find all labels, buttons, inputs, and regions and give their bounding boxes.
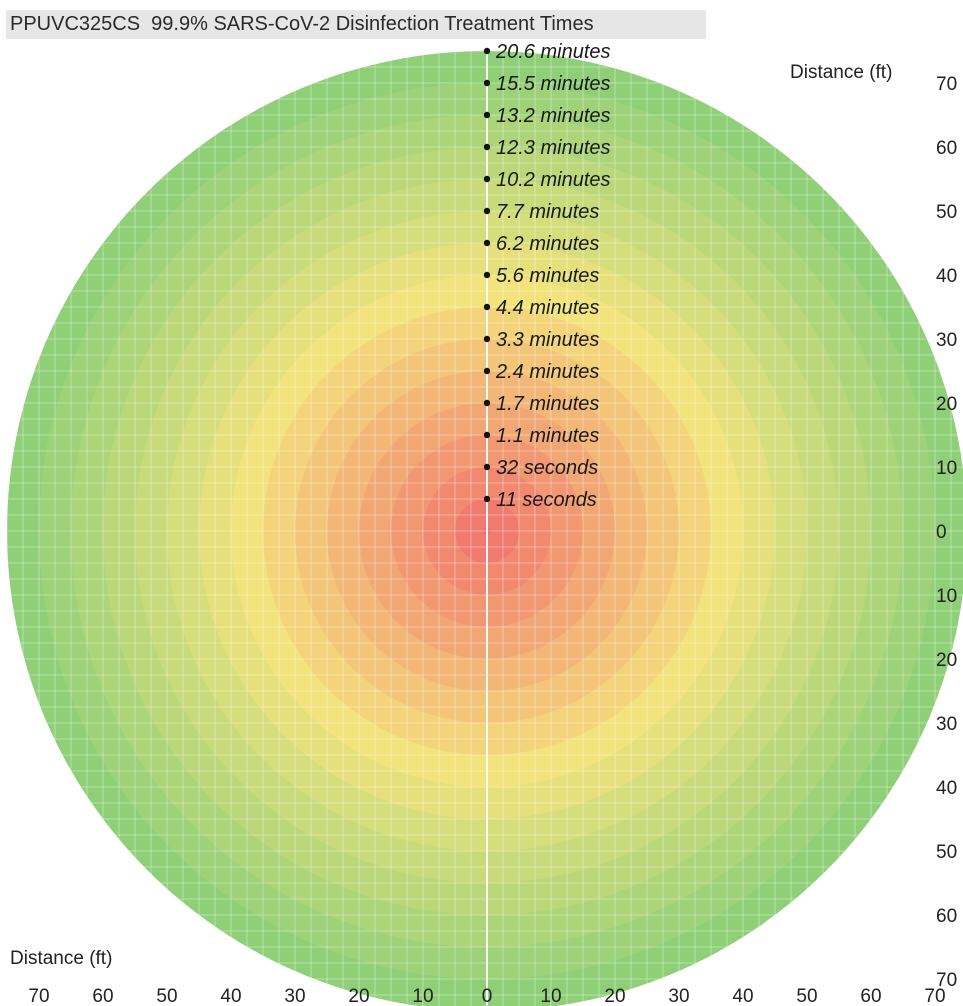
y-tick-labels: 70 60 50 40 30 20 10 0 10 20 30 40 50 60 70 (936, 74, 957, 991)
x-tick-label: 40 (732, 986, 753, 1006)
ring-label: 4.4 minutes (496, 297, 599, 319)
ring-marker-dot (483, 175, 491, 183)
y-tick-label: 60 (936, 906, 957, 927)
y-tick-label: 70 (936, 74, 957, 95)
ring-marker-dot (483, 111, 491, 119)
ring-label: 32 seconds (496, 457, 598, 479)
y-tick-label: 50 (936, 842, 957, 863)
x-tick-label: 0 (482, 986, 493, 1006)
x-tick-label: 60 (860, 986, 881, 1006)
ring-marker-dot (483, 303, 491, 311)
grid-layer (0, 48, 963, 1006)
ring-marker-dot (483, 463, 491, 471)
x-tick-label: 70 (924, 986, 945, 1006)
ring-marker-dot (483, 239, 491, 247)
ring-marker-dot (483, 79, 491, 87)
ring-marker-dot (483, 47, 491, 55)
ring-label: 11 seconds (496, 489, 597, 511)
ring-marker-dot (483, 367, 491, 375)
y-tick-label: 30 (936, 330, 957, 351)
chart-title-bar: PPUVC325CS 99.9% SARS-CoV-2 Disinfection… (6, 10, 706, 39)
y-tick-label: 50 (936, 202, 957, 223)
y-tick-label: 40 (936, 778, 957, 799)
ring-label: 1.1 minutes (496, 425, 599, 447)
ring-marker-dot (483, 143, 491, 151)
x-axis-label: Distance (ft) (10, 948, 112, 969)
y-tick-label: 60 (936, 138, 957, 159)
ring-marker-dot (483, 431, 491, 439)
ring-label: 5.6 minutes (496, 265, 599, 287)
y-tick-label: 20 (936, 650, 957, 671)
chart-title: PPUVC325CS 99.9% SARS-CoV-2 Disinfection… (10, 13, 594, 35)
ring-marker-dot (483, 271, 491, 279)
ring-label: 12.3 minutes (496, 137, 611, 159)
y-tick-label: 10 (936, 586, 957, 607)
x-tick-label: 40 (220, 986, 241, 1006)
ring-marker-dot (483, 495, 491, 503)
rings-layer (7, 51, 963, 1006)
x-tick-label: 50 (156, 986, 177, 1006)
x-tick-label: 10 (540, 986, 561, 1006)
x-tick-labels: 70 60 50 40 30 20 10 0 10 20 30 40 50 60 70 (28, 986, 945, 1006)
x-tick-label: 60 (92, 986, 113, 1006)
x-tick-label: 30 (284, 986, 305, 1006)
ring-label: 10.2 minutes (496, 169, 611, 191)
y-tick-label: 0 (936, 522, 947, 543)
ring-label: 20.6 minutes (495, 41, 611, 63)
x-tick-label: 30 (668, 986, 689, 1006)
y-tick-label: 40 (936, 266, 957, 287)
ring-label: 2.4 minutes (495, 361, 599, 383)
ring-label: 15.5 minutes (496, 73, 611, 95)
ring-label: 7.7 minutes (496, 201, 599, 223)
y-tick-label: 30 (936, 714, 957, 735)
ring-label: 3.3 minutes (496, 329, 599, 351)
ring-label: 6.2 minutes (496, 233, 599, 255)
ring-labels-layer: 11 seconds 32 seconds 1.1 minutes 1.7 minut… (483, 41, 611, 511)
ring-marker-dot (483, 399, 491, 407)
ring-marker-dot (483, 335, 491, 343)
ring-label: 13.2 minutes (496, 105, 611, 127)
x-tick-label: 50 (796, 986, 817, 1006)
x-tick-label: 20 (604, 986, 625, 1006)
x-tick-label: 20 (348, 986, 369, 1006)
x-tick-label: 10 (412, 986, 433, 1006)
ring-marker-dot (483, 207, 491, 215)
x-tick-label: 70 (28, 986, 49, 1006)
y-tick-label: 20 (936, 394, 957, 415)
y-tick-label: 10 (936, 458, 957, 479)
ring-label: 1.7 minutes (496, 393, 599, 415)
y-tick-label: 70 (936, 970, 957, 991)
y-axis-label: Distance (ft) (790, 62, 892, 83)
